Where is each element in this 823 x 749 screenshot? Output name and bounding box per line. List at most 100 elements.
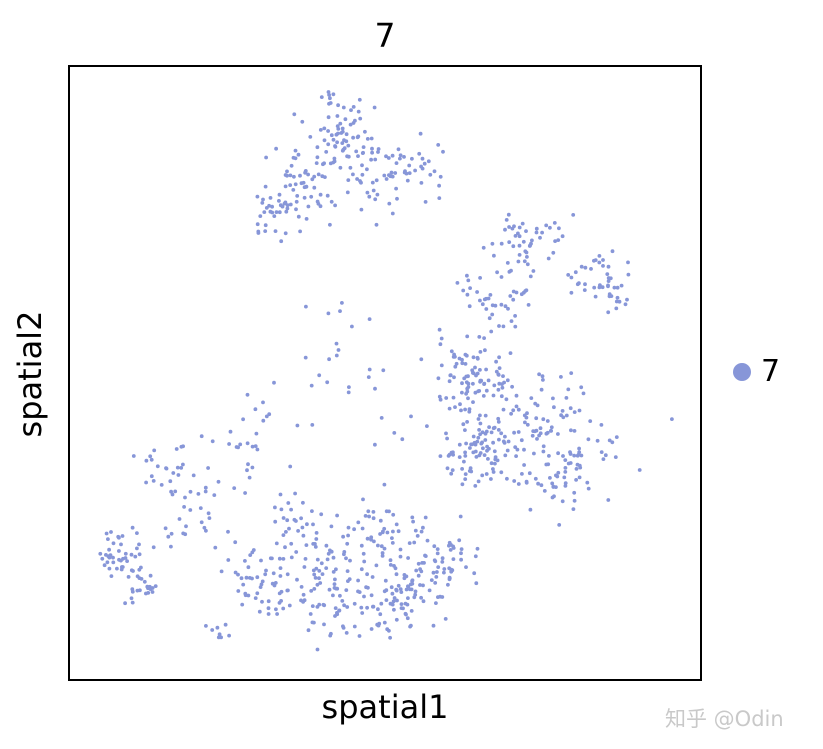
data-point [394, 617, 399, 622]
data-point [348, 165, 353, 170]
data-point [432, 558, 437, 563]
data-point [111, 555, 115, 560]
data-point [412, 540, 417, 545]
data-point [400, 437, 405, 442]
data-point [310, 423, 315, 427]
data-point [263, 229, 268, 234]
data-point [352, 624, 357, 629]
data-point [390, 602, 395, 607]
legend: 7 [733, 354, 780, 389]
legend-label: 7 [761, 354, 781, 389]
data-point [316, 172, 321, 177]
data-point [119, 558, 123, 563]
data-point [485, 448, 489, 453]
points-layer [98, 90, 674, 652]
data-point [302, 565, 307, 569]
data-point [306, 204, 311, 209]
data-point [420, 156, 425, 161]
data-point [356, 154, 360, 159]
data-point [255, 447, 260, 452]
data-point [129, 552, 134, 557]
data-point [123, 601, 127, 606]
data-point [527, 471, 532, 476]
data-point [335, 140, 339, 145]
data-point [453, 364, 458, 369]
data-point [376, 147, 381, 151]
data-point [338, 165, 343, 170]
data-point [284, 530, 288, 534]
data-point [319, 512, 324, 517]
data-point [429, 578, 434, 582]
data-point [486, 296, 491, 301]
data-point [475, 290, 479, 294]
data-point [378, 518, 383, 523]
data-point [308, 135, 313, 139]
data-point [569, 371, 574, 375]
data-point [484, 429, 489, 434]
data-point [597, 260, 602, 265]
data-point [327, 357, 331, 362]
data-point [338, 309, 342, 313]
data-point [331, 593, 335, 598]
data-point [384, 598, 389, 602]
data-point [331, 92, 336, 97]
data-point [367, 367, 372, 372]
data-point [387, 628, 391, 633]
data-point [341, 624, 345, 629]
data-point [317, 569, 322, 573]
data-point [496, 387, 501, 392]
data-point [559, 375, 563, 379]
data-point [280, 204, 285, 209]
data-point [125, 559, 129, 563]
x-axis-label: spatial1 [321, 688, 449, 726]
data-point [289, 541, 294, 546]
data-point [266, 612, 271, 616]
data-point [183, 495, 187, 500]
data-point [391, 599, 396, 604]
data-point [520, 472, 524, 476]
data-point [374, 222, 379, 227]
data-point [405, 178, 410, 183]
data-point [435, 570, 439, 574]
data-point [332, 156, 337, 161]
data-point [510, 384, 514, 389]
data-point [303, 169, 308, 174]
data-point [246, 462, 250, 467]
data-point [202, 525, 207, 530]
data-point [360, 172, 365, 177]
data-point [366, 375, 371, 379]
data-point [273, 229, 278, 234]
data-point [345, 569, 350, 573]
data-point [512, 224, 516, 229]
data-point [412, 595, 417, 600]
data-point [525, 255, 529, 259]
data-point [212, 493, 217, 497]
data-point [513, 234, 518, 238]
data-point [316, 201, 321, 206]
data-point [361, 497, 365, 502]
data-point [572, 498, 577, 503]
data-point [530, 433, 535, 438]
data-point [170, 492, 175, 497]
data-point [204, 528, 208, 533]
data-point [547, 454, 551, 458]
data-point [568, 461, 573, 465]
data-point [552, 405, 556, 410]
data-point [574, 467, 579, 471]
data-point [394, 522, 399, 527]
data-point [573, 270, 578, 275]
data-point [463, 477, 468, 481]
data-point [451, 546, 456, 550]
data-point [421, 583, 425, 588]
data-point [277, 199, 281, 203]
data-point [548, 225, 552, 230]
data-point [433, 581, 438, 585]
data-point [261, 400, 265, 405]
data-point [302, 195, 307, 200]
data-point [478, 421, 483, 426]
data-point [289, 555, 294, 560]
data-point [398, 547, 403, 552]
data-point [359, 207, 364, 212]
data-point [376, 543, 380, 548]
data-point [155, 464, 160, 469]
